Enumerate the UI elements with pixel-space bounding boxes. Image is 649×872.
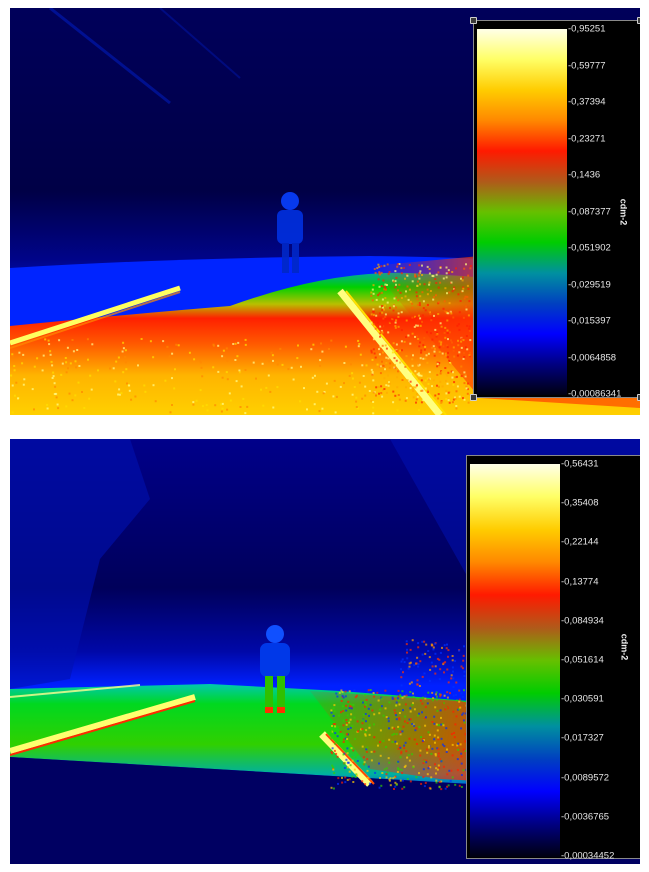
legend-tick-label: -0,35408: [561, 497, 599, 509]
resize-handle-bottom-left[interactable]: [470, 394, 477, 401]
legend-tick-label: -0,00034452: [561, 850, 615, 862]
colormap-bar-2: [470, 464, 560, 857]
unit-label: cdm-2: [618, 198, 629, 226]
luminance-image-1: -0,95251 -0,59777 -0,37394 -0,23271 -0,1436 -…: [10, 8, 640, 415]
legend-tick-label: -0,13774: [561, 576, 599, 588]
legend-tick-label: -0,051902: [568, 242, 611, 254]
luminance-legend-2[interactable]: -0,56431 -0,35408 -0,22144 -0,13774 -0,08493…: [466, 455, 640, 862]
legend-tick-label: -0,23271: [568, 133, 606, 144]
legend-tick-label: -0,22144: [561, 536, 599, 548]
colormap-bar-1: [477, 29, 567, 395]
legend-tick-label: -0,030591: [561, 693, 604, 705]
legend-tick-label: -0,1436: [568, 169, 601, 181]
legend-tick-label: -0,017327: [561, 732, 604, 744]
legend-tick-label: -0,029519: [568, 279, 611, 290]
legend-tick-label: -0,37394: [568, 96, 606, 108]
legend-tick-label: -0,0036765: [561, 811, 610, 823]
resize-handle-top-left[interactable]: [470, 17, 477, 24]
legend-tick-label: -0,015397: [568, 315, 611, 327]
legend-tick-label: -0,59777: [568, 60, 606, 71]
luminance-image-2: -0,56431 -0,35408 -0,22144 -0,13774 -0,08493…: [10, 439, 640, 864]
luminance-legend-1[interactable]: -0,95251 -0,59777 -0,37394 -0,23271 -0,1436 -…: [470, 17, 640, 401]
pedestrian-silhouette: [260, 625, 290, 713]
legend-tick-label: -0,051614: [561, 654, 604, 666]
pedestrian-silhouette: [277, 192, 303, 273]
legend-tick-label: -0,95251: [568, 23, 606, 35]
resize-handle-bottom-right[interactable]: [637, 394, 640, 401]
legend-tick-label: -0,0064858: [568, 352, 617, 363]
resize-handle-top-right[interactable]: [637, 17, 640, 24]
legend-tick-label: -0,0089572: [561, 772, 610, 784]
legend-tick-label: -0,56431: [561, 458, 599, 470]
legend-tick-label: -0,084934: [561, 615, 604, 627]
legend-tick-label: -0,087377: [568, 206, 611, 217]
unit-label: cdm-2: [619, 633, 630, 661]
legend-tick-label: -0,00086341: [568, 388, 622, 400]
